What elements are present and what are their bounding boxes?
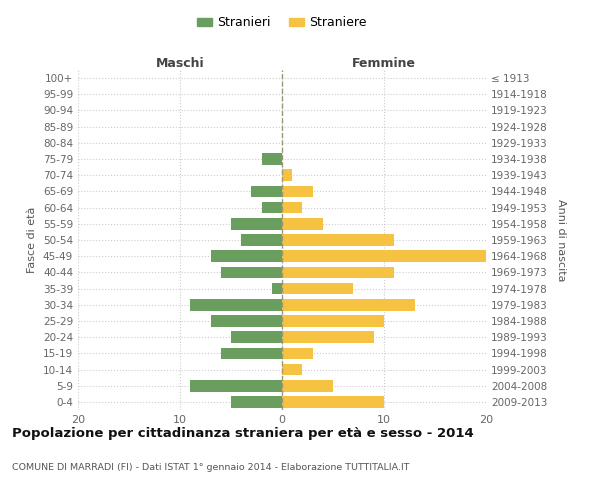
Text: COMUNE DI MARRADI (FI) - Dati ISTAT 1° gennaio 2014 - Elaborazione TUTTITALIA.IT: COMUNE DI MARRADI (FI) - Dati ISTAT 1° g… <box>12 462 409 471</box>
Bar <box>282 282 353 294</box>
Bar <box>282 202 302 213</box>
Bar <box>231 218 282 230</box>
Y-axis label: Anni di nascita: Anni di nascita <box>556 198 566 281</box>
Bar <box>282 250 486 262</box>
Bar <box>282 218 323 230</box>
Bar <box>282 380 333 392</box>
Bar <box>282 186 313 198</box>
Bar <box>282 332 374 343</box>
Bar <box>282 170 292 181</box>
Bar <box>282 364 302 376</box>
Bar <box>241 234 282 246</box>
Bar <box>282 396 384 407</box>
Y-axis label: Fasce di età: Fasce di età <box>28 207 37 273</box>
Legend: Stranieri, Straniere: Stranieri, Straniere <box>192 11 372 34</box>
Bar <box>211 315 282 327</box>
Bar <box>282 348 313 359</box>
Bar <box>251 186 282 198</box>
Text: Popolazione per cittadinanza straniera per età e sesso - 2014: Popolazione per cittadinanza straniera p… <box>12 428 474 440</box>
Bar <box>282 266 394 278</box>
Bar <box>221 266 282 278</box>
Bar <box>231 332 282 343</box>
Bar <box>262 202 282 213</box>
Bar <box>211 250 282 262</box>
Text: Femmine: Femmine <box>352 57 416 70</box>
Bar <box>262 153 282 165</box>
Bar <box>272 282 282 294</box>
Text: Maschi: Maschi <box>155 57 205 70</box>
Bar <box>231 396 282 407</box>
Bar <box>282 315 384 327</box>
Bar <box>282 299 415 310</box>
Bar <box>282 234 394 246</box>
Bar <box>190 380 282 392</box>
Bar <box>190 299 282 310</box>
Bar <box>221 348 282 359</box>
